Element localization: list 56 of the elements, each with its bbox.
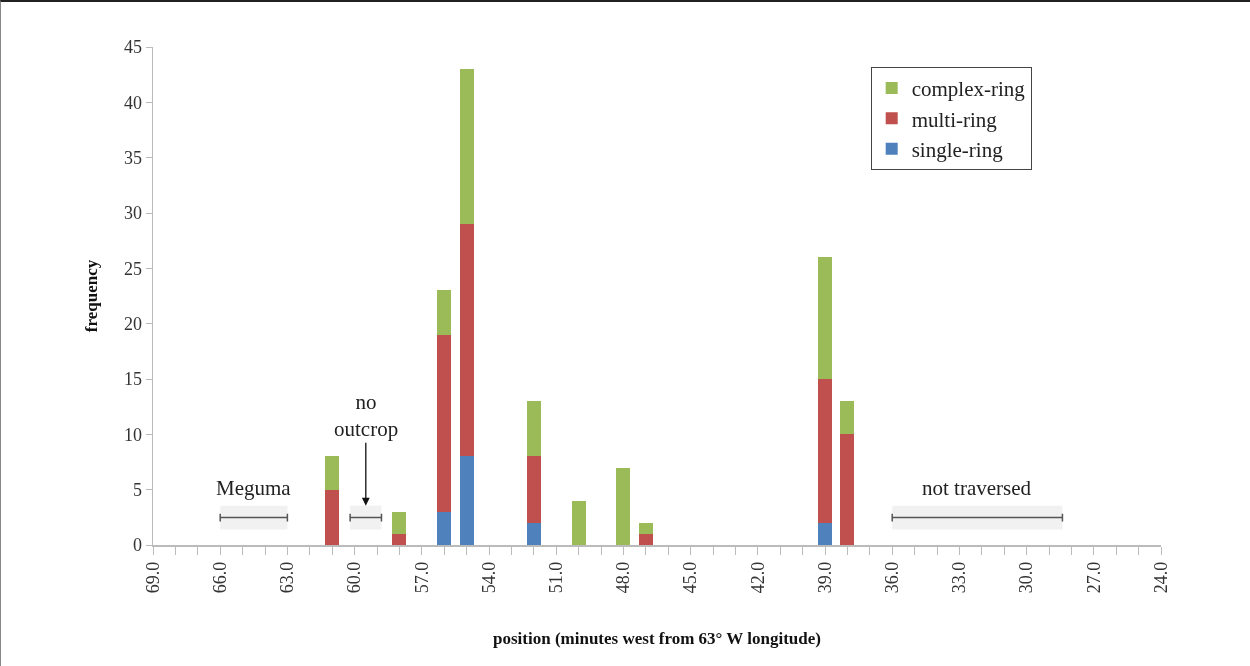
bar <box>638 533 653 545</box>
y-tick-label: 10 <box>123 424 142 445</box>
band-label: not traversed <box>922 476 1032 500</box>
bar <box>459 456 474 545</box>
y-tick-label: 20 <box>123 313 142 334</box>
y-tick-label: 25 <box>123 258 142 279</box>
y-tick-label: 15 <box>123 369 142 390</box>
x-tick-label: 57.0 <box>411 561 432 594</box>
bar <box>437 511 452 545</box>
bar <box>526 522 541 545</box>
x-tick-label: 39.0 <box>814 561 835 594</box>
bar <box>818 522 832 545</box>
x-tick-label: 54.0 <box>478 561 499 594</box>
bar <box>638 522 653 534</box>
bar <box>459 224 474 457</box>
bar <box>325 456 340 490</box>
bar <box>571 500 586 545</box>
x-tick-label: 48.0 <box>613 561 634 594</box>
x-tick-label: 36.0 <box>882 561 903 594</box>
bar <box>526 401 541 457</box>
bar <box>325 489 340 545</box>
bar <box>392 511 407 534</box>
x-tick-label: 27.0 <box>1083 561 1104 594</box>
x-tick-label: 42.0 <box>747 561 768 594</box>
x-tick-label: 51.0 <box>546 561 567 594</box>
y-tick-label: 5 <box>132 479 142 500</box>
legend-label: single-ring <box>911 137 1004 162</box>
bar <box>840 401 855 435</box>
bar <box>526 456 541 523</box>
x-tick-label: 66.0 <box>210 561 231 594</box>
legend-label: multi-ring <box>911 107 998 132</box>
y-tick-label: 35 <box>123 147 142 168</box>
x-axis-title: position (minutes west from 63° W longitude) <box>493 629 821 649</box>
x-tick-label: 45.0 <box>680 561 701 594</box>
x-tick-label: 24.0 <box>1150 561 1171 594</box>
legend-label: complex-ring <box>911 77 1026 102</box>
y-tick-label: 0 <box>132 535 142 556</box>
bar <box>818 257 832 379</box>
x-tick-label: 30.0 <box>1016 561 1037 594</box>
bar <box>840 434 855 545</box>
band-label: no outcrop <box>334 390 399 442</box>
y-tick-label: 30 <box>123 203 142 224</box>
y-tick-label: 40 <box>123 92 142 113</box>
bar <box>616 467 631 545</box>
x-tick-label: 69.0 <box>142 561 163 594</box>
x-tick-label: 63.0 <box>277 561 298 594</box>
bar <box>437 290 452 335</box>
x-tick-label: 60.0 <box>344 561 365 594</box>
bar <box>818 379 832 523</box>
bar <box>459 69 474 225</box>
bar <box>392 533 407 545</box>
band-label: Meguma <box>216 476 292 500</box>
y-axis-title: frequency <box>81 259 101 333</box>
bar <box>437 334 452 512</box>
y-tick-label: 45 <box>123 37 142 58</box>
x-tick-label: 33.0 <box>949 561 970 594</box>
